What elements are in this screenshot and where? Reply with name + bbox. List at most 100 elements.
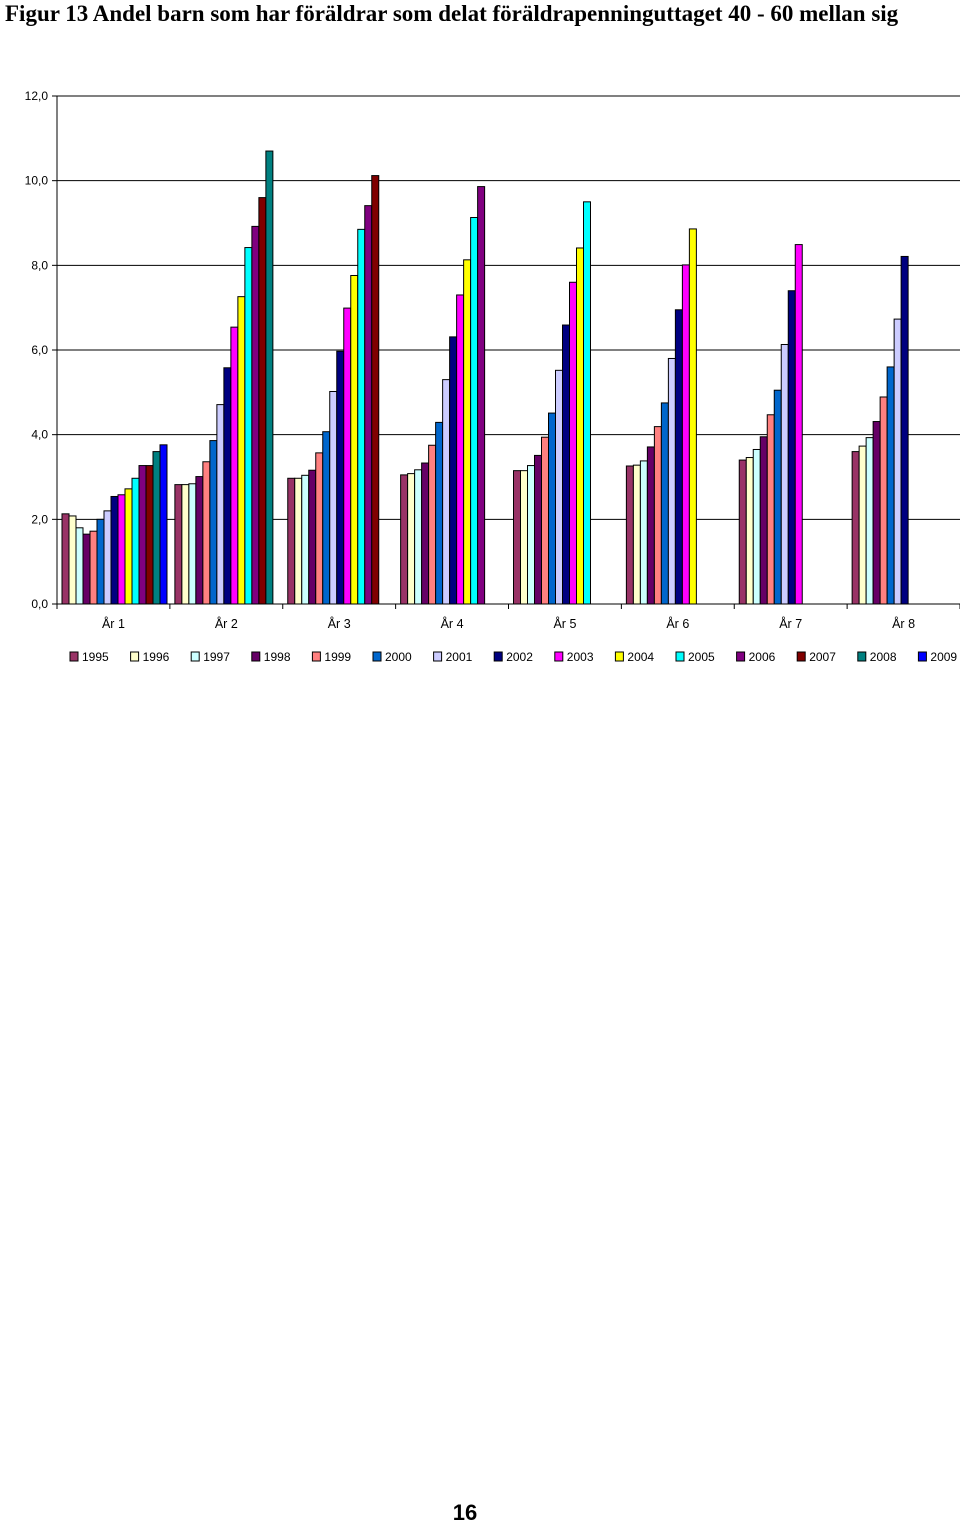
x-tick-label: År 3 <box>328 616 351 631</box>
bar-2007-2 <box>258 197 267 605</box>
bar-1998-4 <box>421 462 430 605</box>
bar-1995-8 <box>851 451 860 605</box>
bar-1998-1 <box>82 533 91 605</box>
bar-1999-1 <box>89 530 98 605</box>
legend-label: 2007 <box>809 650 836 664</box>
legend-swatch-2006 <box>736 651 746 662</box>
legend-label: 2005 <box>688 650 715 664</box>
legend-swatch-2000 <box>372 651 382 662</box>
bar-2002-1 <box>110 495 119 605</box>
bar-2002-3 <box>336 350 345 605</box>
bar-2006-4 <box>477 186 486 605</box>
legend-swatch-1996 <box>130 651 140 662</box>
bar-1997-3 <box>301 474 310 605</box>
chart-title: Figur 13 Andel barn som har föräldrar so… <box>5 1 899 26</box>
legend-swatch-2009 <box>917 651 927 662</box>
legend-swatch-1995 <box>69 651 79 662</box>
legend-label: 2003 <box>567 650 594 664</box>
bar-1997-8 <box>865 437 874 605</box>
bar-2004-1 <box>124 488 133 605</box>
x-tick-label: År 4 <box>441 616 464 631</box>
y-tick-label: 8,0 <box>31 258 48 272</box>
legend-label: 2001 <box>446 650 473 664</box>
bar-2000-6 <box>660 402 669 605</box>
bar-1995-3 <box>287 477 296 605</box>
bar-2007-1 <box>145 465 154 605</box>
page-number: 16 <box>452 1500 478 1525</box>
bar-1998-6 <box>646 446 655 605</box>
bar-1996-1 <box>68 515 77 605</box>
bar-1997-6 <box>639 460 648 605</box>
y-tick-label: 6,0 <box>31 343 48 357</box>
legend-label: 1997 <box>203 650 230 664</box>
bar-1997-2 <box>188 483 197 605</box>
bar-2001-1 <box>103 510 112 605</box>
bar-2000-1 <box>96 518 105 605</box>
bar-1996-7 <box>745 457 754 605</box>
legend-label: 2009 <box>930 650 957 664</box>
bar-1998-3 <box>308 469 317 605</box>
legend: 1995 1996 1997 1998 1999 2000 2001 2002 2003 2004… <box>69 650 957 664</box>
bar-2000-8 <box>886 366 895 605</box>
bar-1998-2 <box>195 476 204 605</box>
x-tick-label: År 2 <box>215 616 238 631</box>
bar-1996-6 <box>632 464 641 605</box>
legend-label: 1998 <box>264 650 291 664</box>
legend-swatch-2003 <box>554 651 564 662</box>
bar-1995-6 <box>625 465 634 605</box>
legend-swatch-2001 <box>433 651 443 662</box>
bar-2004-4 <box>463 259 472 605</box>
bar-1996-8 <box>858 445 867 605</box>
bar-2003-4 <box>456 294 465 605</box>
legend-swatch-1999 <box>311 651 321 662</box>
bar-2001-7 <box>780 343 789 605</box>
bar-2005-2 <box>244 247 253 605</box>
bar-2004-6 <box>688 228 697 605</box>
legend-label: 2006 <box>749 650 776 664</box>
bar-1995-4 <box>400 474 409 605</box>
legend-swatch-1998 <box>251 651 261 662</box>
x-tick-label: År 7 <box>779 616 802 631</box>
legend-swatch-2008 <box>857 651 867 662</box>
bar-2004-3 <box>350 274 359 605</box>
legend-label: 2008 <box>870 650 897 664</box>
bar-2003-2 <box>230 326 239 605</box>
bar-2003-5 <box>569 281 577 605</box>
bar-2000-7 <box>773 389 782 605</box>
legend-label: 1995 <box>82 650 109 664</box>
bar-1997-1 <box>75 527 84 605</box>
legend-label: 2002 <box>506 650 533 664</box>
bar-1999-8 <box>879 396 888 605</box>
y-tick-label: 2,0 <box>31 512 48 526</box>
bar-1998-7 <box>759 436 768 605</box>
legend-label: 2004 <box>627 650 654 664</box>
bar-2008-2 <box>265 150 274 605</box>
x-tick-label: År 5 <box>553 616 576 631</box>
bar-1997-5 <box>527 465 535 605</box>
bar-2001-6 <box>667 357 676 605</box>
bar-2001-4 <box>442 379 451 605</box>
bar-2005-4 <box>470 216 479 605</box>
x-axis: År 1 År 2 År 3 År 4 År 5 År 6 År 7 År 8 <box>56 603 960 631</box>
y-tick-label: 0,0 <box>31 597 48 611</box>
bar-1996-3 <box>294 477 303 605</box>
bar-2001-8 <box>893 318 902 605</box>
bar-1995-7 <box>738 459 747 605</box>
bars <box>61 150 909 605</box>
bar-1999-6 <box>653 426 662 605</box>
bar-1999-7 <box>766 414 775 605</box>
bar-2002-4 <box>449 336 458 605</box>
bar-1999-2 <box>202 461 211 605</box>
bar-2006-2 <box>251 225 260 605</box>
bar-1995-1 <box>61 513 70 605</box>
bar-2000-2 <box>209 440 218 605</box>
legend-swatch-1997 <box>190 651 200 662</box>
bar-2006-1 <box>138 465 147 605</box>
bar-2002-8 <box>900 255 909 605</box>
bar-2003-1 <box>117 494 126 605</box>
legend-swatch-2007 <box>796 651 806 662</box>
bar-2004-2 <box>237 296 246 605</box>
x-tick-label: År 1 <box>102 616 125 631</box>
bar-2008-1 <box>152 451 161 605</box>
bar-2009-1 <box>159 444 168 605</box>
